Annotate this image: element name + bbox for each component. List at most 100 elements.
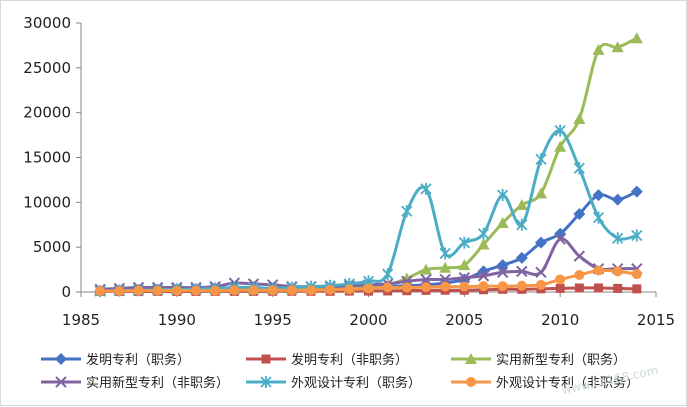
watermark-text: www.ca168.com [560, 363, 659, 397]
legend-marker [466, 377, 476, 387]
y-tick-label: 15000 [23, 149, 71, 167]
series-5-point [382, 268, 394, 281]
series-6-point [344, 284, 355, 295]
series-3-point [458, 259, 471, 271]
legend-marker [465, 353, 477, 364]
series-1-point [573, 207, 586, 220]
legend-label: 外观设计专利（职务） [291, 375, 421, 391]
series-1-point [630, 185, 643, 198]
series-6-point [363, 283, 374, 294]
series-6-point [440, 281, 451, 292]
series-3-point [496, 216, 509, 228]
series-6-point [114, 286, 125, 297]
legend-marker [261, 354, 271, 364]
series-3-point [573, 112, 586, 124]
series-6-point [459, 281, 470, 292]
series-2-point [613, 283, 623, 293]
x-tick-label: 2010 [541, 311, 579, 329]
legend-entry-4: 实用新型专利（非职务） [41, 375, 229, 391]
series-3-point [630, 32, 643, 44]
series-4-point [516, 265, 528, 278]
y-tick-label: 10000 [23, 193, 71, 211]
legend-entry-3: 实用新型专利（职务） [451, 352, 626, 368]
series-6-point [133, 285, 144, 296]
series-3-point [477, 238, 490, 250]
series-6-point [478, 281, 489, 292]
series-1-point [515, 251, 528, 264]
series-3-point [439, 261, 452, 273]
y-tick-label: 0 [61, 283, 71, 301]
series-5-point [477, 227, 490, 240]
y-tick-label: 30000 [23, 14, 71, 32]
x-tick-label: 1990 [158, 311, 196, 329]
legend-marker [260, 376, 272, 388]
legend-marker [55, 353, 67, 365]
plot-area [94, 32, 643, 298]
series-6-point [95, 286, 106, 297]
series-6-point [286, 285, 297, 296]
series-6-point [229, 285, 240, 296]
x-tick-label: 2000 [349, 311, 387, 329]
series-5-point [554, 124, 566, 137]
series-4-point [420, 273, 432, 286]
series-6-point [497, 281, 508, 292]
series-4-point [496, 266, 509, 278]
series-4-point [439, 273, 451, 286]
legend-label: 实用新型专利（非职务） [86, 375, 229, 391]
legend-entry-6: 外观设计专利（非职务） [451, 375, 639, 391]
series-2-point [555, 283, 565, 293]
legend-entry-1: 发明专利（职务） [41, 352, 190, 368]
series-5-point [612, 232, 624, 245]
series-5-point [497, 189, 509, 202]
legend-marker [55, 376, 67, 388]
series-5-point [439, 247, 451, 260]
series-3-point [611, 41, 624, 53]
series-6-point [210, 285, 221, 296]
series-3-point [420, 263, 432, 275]
series-5-point [592, 211, 605, 224]
legend-label: 实用新型专利（职务） [496, 352, 626, 368]
x-tick-label: 1995 [254, 311, 292, 329]
series-6-point [593, 265, 604, 276]
series-6-point [574, 269, 585, 280]
series-5-point [631, 229, 643, 242]
series-5-point [516, 218, 528, 231]
series-6-point [306, 285, 316, 296]
legend-label: 发明专利（非职务） [291, 352, 408, 368]
series-5-point [420, 182, 432, 195]
series-6-point [631, 269, 642, 280]
series-4-point [535, 266, 547, 278]
series-5-point [573, 162, 585, 175]
x-tick-label: 2015 [637, 311, 675, 329]
series-2-point [574, 283, 584, 293]
y-tick-label: 20000 [23, 104, 71, 122]
series-3-point [592, 43, 605, 55]
series-6-point [248, 285, 259, 296]
series-3-point [515, 199, 528, 211]
series-6-point [152, 285, 163, 296]
series-4-point [573, 250, 586, 262]
series-6-point [536, 279, 546, 290]
series-2-point [594, 283, 603, 293]
y-tick-label: 25000 [23, 59, 71, 77]
series-1-point [592, 189, 605, 202]
series-5-point [458, 236, 470, 249]
series-6-point [382, 282, 393, 293]
series-6-point [516, 280, 527, 291]
series-4-point [554, 233, 566, 245]
series-4-point [458, 271, 471, 284]
series-1-point [535, 236, 547, 249]
series-3-point [554, 140, 567, 152]
y-tick-label: 5000 [33, 238, 71, 256]
legend-entry-2: 发明专利（非职务） [246, 352, 408, 368]
legend-label: 外观设计专利（非职务） [496, 375, 639, 391]
series-5-point [401, 205, 413, 218]
series-6-point [267, 285, 278, 296]
legend: 发明专利（职务） 发明专利（非职务） 实用新型专利（职务） 实用新型专利（非职务） 外观… [41, 352, 639, 391]
series-6-point [555, 274, 566, 285]
series-1-point [611, 193, 624, 206]
x-tick-label: 1985 [62, 311, 100, 329]
series-4-point [477, 270, 490, 282]
series-6-point [191, 285, 201, 296]
